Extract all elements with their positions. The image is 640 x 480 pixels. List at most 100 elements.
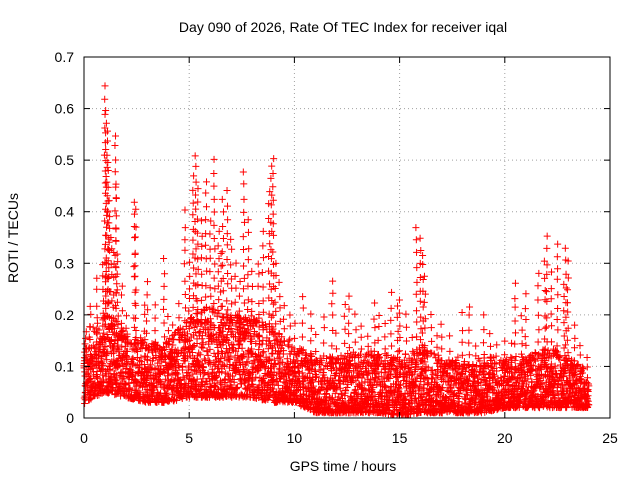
data-point	[240, 246, 248, 254]
data-point	[408, 333, 416, 341]
data-point	[259, 242, 267, 250]
data-point	[345, 344, 353, 352]
data-point	[137, 340, 145, 348]
data-point	[180, 260, 188, 268]
data-point	[487, 342, 495, 350]
data-point	[560, 344, 568, 352]
data-point	[190, 376, 198, 384]
data-point	[199, 364, 207, 372]
data-point	[151, 327, 159, 335]
data-point	[176, 380, 184, 388]
data-point	[341, 301, 349, 309]
data-point	[571, 321, 579, 329]
data-point	[394, 348, 402, 356]
data-point	[583, 353, 591, 361]
data-point	[111, 142, 119, 150]
data-point	[521, 333, 529, 341]
data-point	[387, 330, 395, 338]
data-point	[459, 327, 467, 335]
data-point	[181, 224, 189, 232]
y-tick-label: 0.5	[55, 152, 75, 168]
data-point	[259, 227, 267, 235]
data-point	[560, 319, 568, 327]
data-point	[224, 270, 232, 278]
data-point	[458, 338, 466, 346]
data-point	[563, 336, 571, 344]
data-point	[395, 347, 403, 355]
data-point	[196, 328, 204, 336]
data-point	[279, 358, 287, 366]
data-point	[210, 299, 218, 307]
data-point	[105, 363, 113, 371]
data-point	[206, 268, 214, 276]
data-point	[328, 342, 336, 350]
data-point	[446, 347, 454, 355]
x-tick-label: 5	[185, 430, 193, 446]
data-point	[553, 253, 561, 261]
data-point	[183, 319, 191, 327]
data-point	[217, 377, 225, 385]
data-point	[564, 299, 572, 307]
data-point	[543, 232, 551, 240]
data-point	[433, 343, 441, 351]
data-point	[134, 348, 142, 356]
data-point	[101, 110, 109, 118]
data-point	[465, 339, 473, 347]
y-axis-label: ROTI / TECUs	[5, 193, 21, 283]
data-point	[219, 235, 227, 243]
data-point	[446, 332, 454, 340]
data-point	[554, 240, 562, 248]
data-point	[347, 378, 355, 386]
data-point	[223, 297, 231, 305]
data-point	[375, 322, 383, 330]
data-point	[112, 225, 120, 233]
y-tick-label: 0.7	[55, 49, 75, 65]
data-point	[534, 338, 542, 346]
data-point	[542, 323, 550, 331]
data-point	[554, 305, 562, 313]
data-point	[345, 292, 353, 300]
data-point	[229, 372, 237, 380]
data-point	[81, 399, 89, 407]
data-point	[189, 236, 197, 244]
data-point	[535, 326, 543, 334]
data-point	[169, 321, 177, 329]
data-point	[276, 293, 284, 301]
data-point	[351, 338, 359, 346]
data-point	[240, 180, 248, 188]
data-point	[240, 299, 248, 307]
data-point	[215, 296, 223, 304]
data-point	[329, 311, 337, 319]
data-point	[275, 278, 283, 286]
data-point	[402, 323, 410, 331]
data-point	[357, 333, 365, 341]
data-point	[511, 340, 519, 348]
data-point	[204, 371, 212, 379]
data-point	[222, 349, 230, 357]
data-point	[124, 358, 132, 366]
data-point	[160, 295, 168, 303]
data-point	[185, 344, 193, 352]
data-point	[87, 344, 95, 352]
data-point	[345, 319, 353, 327]
data-point	[307, 310, 315, 318]
data-point	[244, 271, 252, 279]
data-point	[458, 351, 466, 359]
data-point	[160, 282, 168, 290]
data-point	[320, 324, 328, 332]
data-point	[207, 325, 215, 333]
data-point	[345, 305, 353, 313]
data-point	[480, 311, 488, 319]
data-point	[202, 216, 210, 224]
data-point	[564, 349, 572, 357]
data-point	[535, 269, 543, 277]
data-point	[235, 307, 243, 315]
data-point	[188, 343, 196, 351]
data-point	[428, 337, 436, 345]
data-point	[412, 290, 420, 298]
data-point	[420, 298, 428, 306]
data-point	[202, 241, 210, 249]
data-point	[186, 272, 194, 280]
data-point	[211, 245, 219, 253]
data-point	[269, 210, 277, 218]
